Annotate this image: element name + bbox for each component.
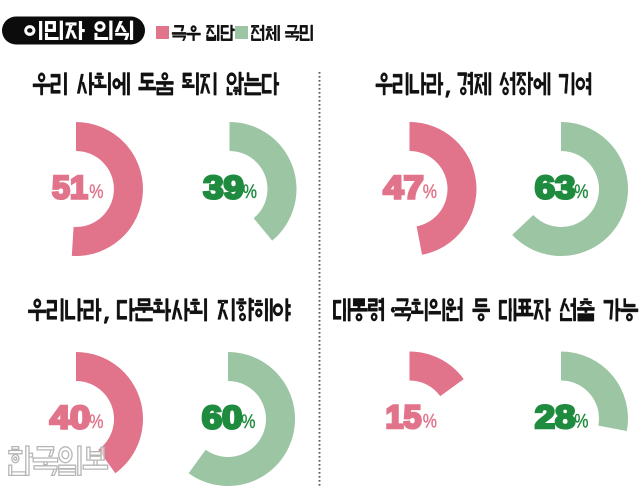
- svg-text:%: %: [241, 411, 255, 433]
- svg-text:40: 40: [50, 400, 91, 436]
- svg-text:39: 39: [203, 170, 244, 206]
- svg-text:%: %: [574, 410, 588, 432]
- svg-text:%: %: [423, 181, 437, 203]
- svg-text:%: %: [89, 411, 103, 433]
- svg-text:%: %: [243, 181, 257, 203]
- svg-text:28: 28: [535, 400, 576, 436]
- svg-text:%: %: [423, 410, 437, 432]
- svg-text:%: %: [574, 181, 588, 203]
- svg-text:63: 63: [535, 170, 576, 206]
- svg-text:47: 47: [383, 170, 424, 206]
- svg-text:60: 60: [202, 400, 243, 436]
- svg-text:%: %: [89, 181, 103, 203]
- svg-text:15: 15: [386, 399, 422, 435]
- svg-text:51: 51: [52, 170, 88, 206]
